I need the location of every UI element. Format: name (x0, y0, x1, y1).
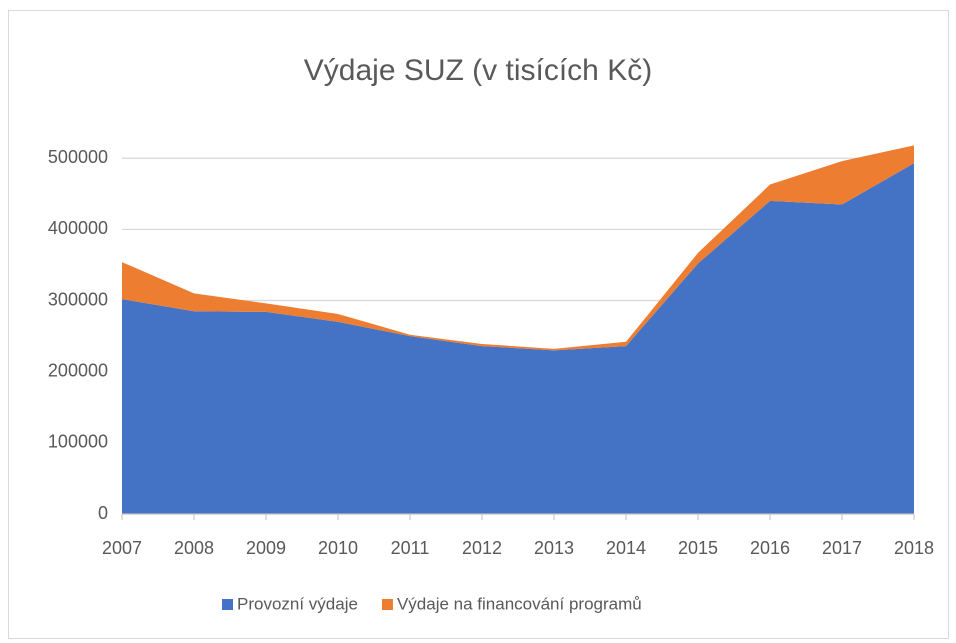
x-tick-label: 2017 (822, 538, 862, 558)
x-tick-label: 2011 (391, 538, 430, 558)
x-tick-label: 2010 (318, 538, 358, 558)
x-tick-label: 2007 (102, 538, 142, 558)
x-tick-label: 2009 (246, 538, 286, 558)
x-tick-label: 2013 (534, 538, 574, 558)
legend-label: Provozní výdaje (237, 594, 358, 613)
area (122, 163, 914, 514)
area (122, 145, 914, 351)
y-tick-label: 400000 (48, 218, 108, 238)
x-tick-label: 2016 (750, 538, 790, 558)
legend-label: Výdaje na financování programů (397, 594, 642, 613)
chart-title: Výdaje SUZ (v tisících Kč) (304, 54, 652, 87)
y-tick-label: 200000 (48, 360, 108, 380)
x-tick-label: 2015 (678, 538, 718, 558)
legend-swatch (381, 599, 393, 610)
y-tick-label: 100000 (48, 432, 108, 452)
x-tick-label: 2014 (606, 538, 646, 558)
x-tick-label: 2018 (894, 538, 934, 558)
x-tick-label: 2012 (462, 538, 502, 558)
legend-swatch (222, 599, 233, 610)
y-tick-label: 500000 (48, 147, 108, 167)
y-tick-label: 300000 (48, 289, 108, 309)
x-tick-label: 2008 (174, 538, 214, 558)
y-tick-label: 0 (98, 503, 108, 523)
